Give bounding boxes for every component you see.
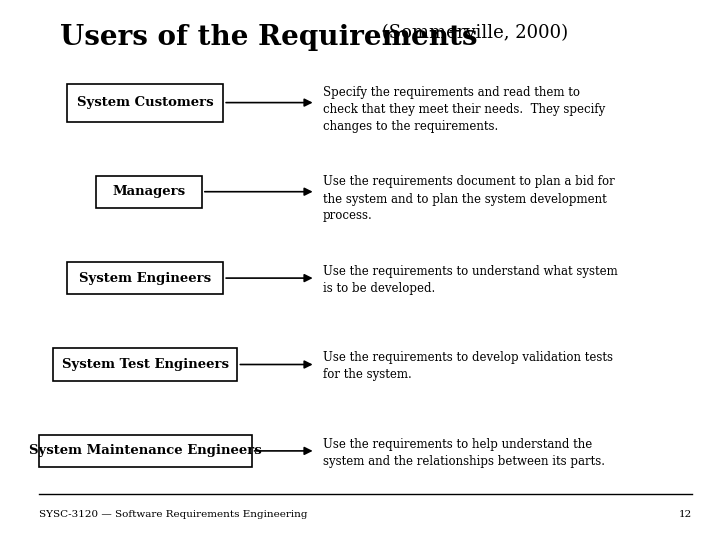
Text: Managers: Managers	[112, 185, 185, 198]
Text: 12: 12	[678, 510, 692, 519]
Text: Use the requirements to develop validation tests
for the system.: Use the requirements to develop validati…	[323, 351, 613, 381]
Text: System Test Engineers: System Test Engineers	[62, 358, 229, 371]
Text: Use the requirements to help understand the
system and the relationships between: Use the requirements to help understand …	[323, 438, 605, 469]
Text: Users of the Requirements: Users of the Requirements	[60, 24, 477, 51]
Text: System Maintenance Engineers: System Maintenance Engineers	[29, 444, 261, 457]
Text: Use the requirements document to plan a bid for
the system and to plan the syste: Use the requirements document to plan a …	[323, 176, 614, 222]
Text: Use the requirements to understand what system
is to be developed.: Use the requirements to understand what …	[323, 265, 617, 295]
FancyBboxPatch shape	[39, 435, 251, 467]
FancyBboxPatch shape	[53, 348, 238, 381]
Text: Specify the requirements and read them to
check that they meet their needs.  The: Specify the requirements and read them t…	[323, 86, 605, 133]
FancyBboxPatch shape	[67, 84, 223, 122]
FancyBboxPatch shape	[67, 262, 223, 294]
Text: System Engineers: System Engineers	[79, 272, 211, 285]
Text: SYSC-3120 — Software Requirements Engineering: SYSC-3120 — Software Requirements Engine…	[39, 510, 307, 519]
Text: (Sommerville, 2000): (Sommerville, 2000)	[376, 24, 568, 42]
FancyBboxPatch shape	[96, 176, 202, 208]
Text: System Customers: System Customers	[77, 96, 214, 109]
